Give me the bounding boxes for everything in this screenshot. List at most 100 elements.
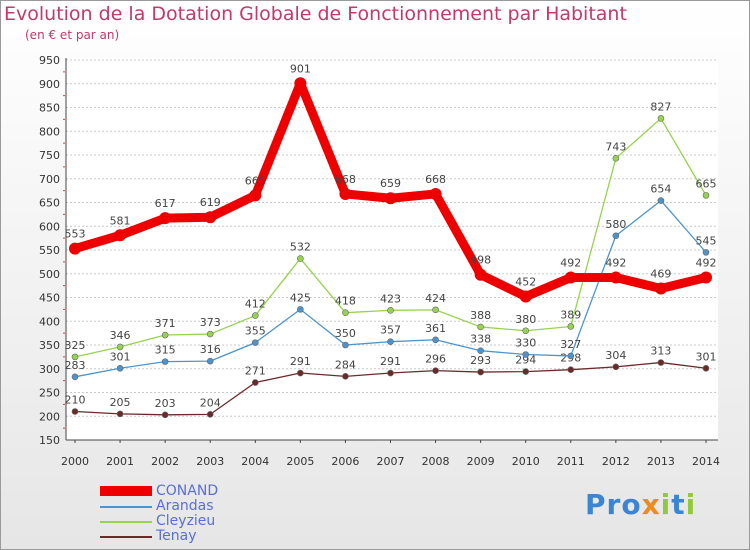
data-label-arandas-2000: 283 bbox=[65, 359, 86, 372]
legend-label-conand: CONAND bbox=[156, 483, 219, 499]
data-label-cleyzieu-2007: 423 bbox=[380, 292, 401, 305]
data-label-tenay-2006: 284 bbox=[335, 358, 356, 371]
data-label-conand-2012: 492 bbox=[605, 257, 626, 270]
data-label-cleyzieu-2009: 388 bbox=[470, 309, 491, 322]
point-tenay-2013 bbox=[657, 359, 665, 366]
data-label-conand-2003: 619 bbox=[200, 196, 221, 209]
data-label-tenay-2012: 304 bbox=[605, 349, 626, 362]
point-tenay-2005 bbox=[297, 369, 304, 377]
point-cleyzieu-2000 bbox=[71, 353, 79, 361]
x-tick-label-2001: 2001 bbox=[106, 455, 134, 468]
data-label-cleyzieu-2010: 380 bbox=[515, 313, 536, 326]
point-tenay-2009 bbox=[477, 368, 484, 376]
data-label-conand-2014: 492 bbox=[696, 257, 717, 270]
data-label-cleyzieu-2001: 346 bbox=[110, 329, 131, 342]
x-tick-label-2007: 2007 bbox=[377, 455, 405, 468]
point-tenay-2012 bbox=[612, 363, 620, 371]
point-conand-2008 bbox=[429, 187, 442, 200]
x-tick-label-2010: 2010 bbox=[512, 455, 540, 468]
data-label-tenay-2003: 204 bbox=[200, 396, 221, 409]
point-cleyzieu-2007 bbox=[387, 307, 394, 314]
point-cleyzieu-2011 bbox=[567, 323, 575, 330]
y-tick-label-350: 350 bbox=[39, 339, 60, 352]
data-label-conand-2004: 665 bbox=[245, 174, 266, 187]
data-label-cleyzieu-2002: 371 bbox=[155, 317, 176, 330]
data-label-cleyzieu-2003: 373 bbox=[200, 316, 221, 329]
data-label-cleyzieu-2004: 412 bbox=[245, 298, 266, 311]
x-tick-label-2004: 2004 bbox=[241, 455, 269, 468]
x-tick-label-2005: 2005 bbox=[286, 455, 314, 468]
point-arandas-2007 bbox=[387, 338, 394, 345]
chart-subtitle: (en € et par an) bbox=[25, 28, 120, 42]
data-label-cleyzieu-2013: 827 bbox=[650, 100, 671, 113]
point-tenay-2007 bbox=[387, 369, 394, 377]
point-cleyzieu-2001 bbox=[116, 343, 124, 351]
data-label-conand-2000: 553 bbox=[65, 228, 86, 241]
y-tick-label-800: 800 bbox=[39, 125, 60, 138]
point-conand-2014 bbox=[700, 271, 712, 284]
data-label-tenay-2005: 291 bbox=[290, 355, 311, 368]
point-cleyzieu-2010 bbox=[522, 327, 530, 335]
point-conand-2012 bbox=[609, 271, 622, 284]
point-conand-2000 bbox=[69, 242, 81, 255]
data-label-cleyzieu-2000: 325 bbox=[65, 339, 86, 352]
data-label-arandas-2010: 330 bbox=[515, 337, 536, 350]
data-label-conand-2002: 617 bbox=[155, 197, 176, 210]
point-arandas-2006 bbox=[342, 341, 349, 349]
data-label-arandas-2009: 338 bbox=[470, 333, 491, 346]
y-tick-label-750: 750 bbox=[39, 149, 60, 162]
y-tick-label-450: 450 bbox=[39, 292, 60, 305]
data-label-arandas-2007: 357 bbox=[380, 324, 401, 337]
point-cleyzieu-2013 bbox=[657, 115, 665, 122]
point-arandas-2009 bbox=[477, 347, 484, 355]
point-tenay-2004 bbox=[251, 379, 259, 386]
data-label-cleyzieu-2011: 389 bbox=[560, 308, 581, 321]
point-arandas-2005 bbox=[297, 306, 304, 313]
point-conand-2010 bbox=[519, 290, 532, 303]
data-label-conand-2008: 668 bbox=[425, 173, 446, 186]
legend-label-arandas: Arandas bbox=[156, 498, 214, 514]
point-conand-2001 bbox=[114, 229, 127, 242]
point-cleyzieu-2004 bbox=[251, 312, 259, 319]
y-tick-label-500: 500 bbox=[39, 268, 60, 281]
data-label-arandas-2014: 545 bbox=[696, 234, 717, 247]
data-label-arandas-2013: 654 bbox=[650, 183, 671, 196]
y-tick-label-550: 550 bbox=[39, 244, 60, 257]
x-tick-label-2014: 2014 bbox=[692, 455, 720, 468]
data-label-arandas-2003: 316 bbox=[200, 343, 221, 356]
x-tick-label-2011: 2011 bbox=[557, 455, 585, 468]
point-tenay-2001 bbox=[116, 410, 124, 418]
point-tenay-2003 bbox=[206, 411, 214, 418]
data-label-tenay-2008: 296 bbox=[425, 353, 446, 366]
point-tenay-2006 bbox=[342, 373, 349, 380]
data-label-arandas-2001: 301 bbox=[110, 350, 131, 363]
point-cleyzieu-2009 bbox=[477, 323, 484, 331]
data-label-tenay-2001: 205 bbox=[110, 396, 131, 409]
point-arandas-2011 bbox=[567, 352, 575, 360]
data-label-arandas-2005: 425 bbox=[290, 291, 311, 304]
data-label-conand-2007: 659 bbox=[380, 177, 401, 190]
point-arandas-2000 bbox=[71, 373, 79, 381]
y-tick-label-150: 150 bbox=[39, 434, 60, 447]
x-tick-label-2008: 2008 bbox=[422, 455, 450, 468]
proxiti-logo: Proxiti bbox=[585, 488, 697, 521]
point-tenay-2008 bbox=[432, 367, 439, 374]
y-tick-label-600: 600 bbox=[39, 220, 60, 233]
point-tenay-2014 bbox=[702, 364, 710, 372]
data-label-tenay-2009: 293 bbox=[470, 354, 491, 367]
data-label-arandas-2004: 355 bbox=[245, 325, 266, 338]
point-tenay-2002 bbox=[161, 411, 169, 419]
point-conand-2009 bbox=[474, 268, 487, 281]
data-label-arandas-2012: 580 bbox=[605, 218, 626, 231]
y-tick-label-300: 300 bbox=[39, 363, 60, 376]
point-cleyzieu-2014 bbox=[702, 192, 710, 199]
point-arandas-2008 bbox=[432, 336, 439, 344]
data-label-conand-2011: 492 bbox=[560, 257, 581, 270]
data-label-arandas-2011: 327 bbox=[560, 338, 581, 351]
point-arandas-2001 bbox=[116, 364, 124, 372]
legend-swatch-conand bbox=[100, 486, 152, 496]
data-label-tenay-2010: 294 bbox=[515, 354, 536, 367]
data-label-conand-2009: 498 bbox=[470, 254, 491, 267]
data-label-cleyzieu-2008: 424 bbox=[425, 292, 446, 305]
